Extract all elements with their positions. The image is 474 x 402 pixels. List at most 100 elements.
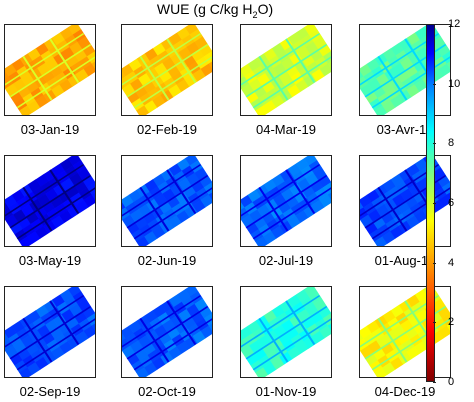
map-cell (208, 189, 212, 203)
divider-line (9, 305, 92, 360)
map-cell (414, 341, 428, 355)
divider-line (360, 163, 440, 218)
panel-date-label: 01-Aug-19 (374, 253, 436, 268)
map-cell (136, 105, 150, 115)
map-cell (263, 231, 277, 244)
map-cell (241, 214, 255, 228)
map-cell (360, 214, 374, 228)
map-cell (295, 341, 309, 355)
map-cell (311, 330, 325, 344)
map-cell (75, 199, 89, 213)
map-cell (382, 231, 396, 244)
map-cell (257, 204, 271, 217)
map-cell (255, 367, 269, 377)
map-cell (302, 185, 316, 199)
map-cell (142, 342, 157, 356)
map-cell (414, 289, 429, 303)
map-cell (273, 62, 287, 76)
map-cell (91, 320, 95, 334)
divider-line (5, 294, 85, 349)
map-cell (75, 330, 89, 344)
map-cell (134, 85, 148, 99)
map-cell (372, 216, 386, 230)
map-cell (208, 58, 212, 72)
map-cell (406, 215, 420, 229)
map-cell (59, 210, 73, 224)
map-cell (68, 25, 82, 35)
map-cell (286, 326, 300, 340)
map-cell (160, 299, 175, 313)
map-cell (360, 83, 374, 97)
map-cell (318, 305, 331, 319)
map-cell (134, 347, 148, 361)
map-cell (162, 319, 176, 333)
map-cell (287, 294, 302, 308)
map-cell (91, 189, 95, 203)
map-cell (43, 168, 58, 182)
map-panel (240, 286, 332, 378)
map-cell (83, 325, 95, 339)
map-cell (185, 287, 199, 297)
map-cell (37, 193, 51, 207)
map-cell (67, 204, 81, 218)
map-cell (273, 193, 287, 207)
map-cell (5, 345, 19, 359)
map-cell (170, 52, 184, 66)
map-cell (279, 37, 294, 51)
map-panel (121, 24, 213, 116)
map-cell (191, 48, 205, 62)
map-cell (249, 340, 263, 354)
map-cell (390, 225, 404, 239)
map-cell (17, 347, 31, 361)
map-cell (152, 94, 166, 108)
map-cell (130, 78, 144, 92)
map-cell (82, 305, 95, 319)
map-cell (199, 174, 212, 188)
map-cell (11, 320, 25, 334)
map-cell (128, 189, 142, 203)
map-cell (194, 36, 208, 50)
map-cell (311, 68, 325, 82)
map-cell (382, 48, 396, 61)
map-cell (286, 195, 300, 209)
map-cell (304, 156, 318, 166)
map-cell (313, 167, 327, 181)
map-cell (122, 330, 126, 344)
divider-line (241, 32, 321, 87)
map-cell (382, 100, 396, 113)
colorbar-tick-mark (433, 143, 436, 145)
map-cell (142, 80, 157, 94)
map-cell (59, 158, 74, 172)
map-cell (304, 287, 318, 297)
colorbar-tick-mark (433, 24, 436, 25)
map-cell (59, 27, 74, 41)
map-cell (414, 79, 428, 93)
map-cell (5, 199, 9, 213)
map-cell (249, 209, 263, 223)
map-cell (287, 163, 302, 177)
map-cell (126, 90, 140, 104)
map-cell (61, 308, 75, 322)
map-cell (304, 25, 318, 35)
map-cell (406, 163, 421, 177)
colorbar-tick-label: 2 (448, 316, 455, 329)
panel-date-label: 04-Dec-19 (374, 384, 436, 399)
colorbar-tick-mark (433, 83, 436, 85)
map-cell (432, 298, 446, 312)
map-cell (167, 326, 181, 340)
map-cell (360, 330, 364, 344)
map-cell (122, 68, 126, 82)
field-map (5, 25, 95, 115)
chart-title: WUE (g C/kg H2O) (156, 1, 274, 20)
map-cell (51, 163, 66, 177)
field-map (5, 287, 95, 377)
map-cell (5, 68, 9, 82)
map-cell (200, 194, 212, 208)
divider-line (364, 174, 447, 229)
map-cell (364, 352, 378, 366)
map-cell (390, 42, 405, 56)
colorbar-tick-label: 8 (448, 137, 455, 150)
map-cell (35, 94, 49, 108)
map-cell (91, 58, 95, 72)
map-cell (263, 179, 277, 192)
